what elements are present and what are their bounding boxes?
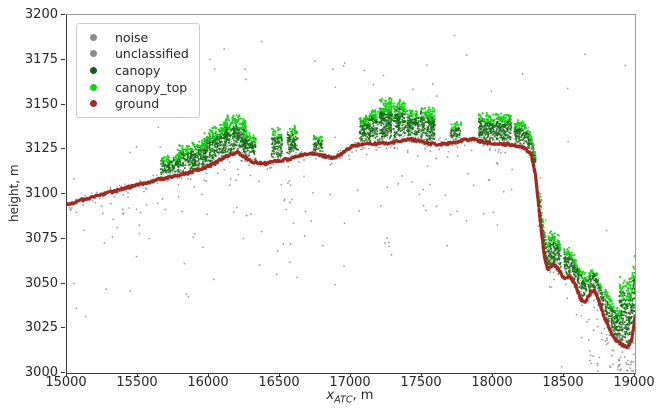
legend-item-canopy_top: canopy_top — [77, 79, 189, 96]
y-tick-label: 3125 — [24, 141, 58, 157]
legend-label: ground — [115, 96, 160, 112]
y-tick-label: 3050 — [24, 275, 58, 291]
y-tick-mark — [61, 327, 65, 329]
legend: noise unclassified canopy canopy_top ground — [76, 23, 200, 118]
x-axis-label-unit: , m — [352, 388, 374, 403]
x-tick-mark — [208, 373, 209, 377]
y-tick-label: 3025 — [24, 320, 58, 336]
y-tick-label: 3150 — [24, 96, 58, 112]
legend-marker-canopy_top-icon — [90, 83, 97, 91]
legend-label: noise — [115, 29, 149, 45]
legend-label: canopy_top — [115, 79, 188, 95]
x-axis-label-sub: ATC — [334, 394, 353, 406]
x-tick-label: 18000 — [471, 375, 513, 390]
legend-item-noise: noise — [77, 29, 189, 46]
plot-area: noise unclassified canopy canopy_top ground — [66, 14, 636, 374]
x-tick-label: 18500 — [542, 375, 584, 390]
legend-item-unclassified: unclassified — [77, 46, 189, 63]
y-tick-mark — [61, 237, 65, 239]
x-tick-mark — [350, 373, 351, 377]
x-tick-mark — [492, 373, 493, 377]
x-axis-label-var: x — [326, 388, 335, 403]
y-tick-mark — [61, 58, 65, 60]
x-axis-label: xATC, m — [66, 388, 634, 406]
y-tick-label: 3000 — [24, 365, 58, 380]
x-tick-mark — [66, 373, 67, 377]
x-tick-label: 17000 — [329, 375, 371, 390]
y-tick-label: 3100 — [24, 186, 58, 201]
y-tick-mark — [61, 148, 65, 150]
x-tick-mark — [137, 373, 138, 377]
legend-marker-canopy-icon — [90, 66, 97, 74]
x-tick-mark — [563, 373, 564, 377]
legend-label: unclassified — [115, 46, 189, 62]
x-tick-label: 16500 — [258, 375, 300, 390]
x-tick-mark — [634, 373, 635, 377]
x-tick-label: 15500 — [116, 375, 158, 390]
legend-label: canopy — [115, 62, 161, 78]
y-tick-label: 3175 — [24, 51, 58, 67]
x-tick-mark — [421, 373, 422, 377]
y-tick-mark — [61, 282, 65, 284]
y-tick-mark — [61, 103, 65, 105]
x-tick-mark — [279, 373, 280, 377]
y-tick-mark — [61, 193, 65, 194]
y-tick-label: 3075 — [24, 230, 58, 246]
legend-marker-noise-icon — [90, 33, 97, 41]
x-tick-label: 17500 — [400, 375, 442, 390]
x-tick-label: 15000 — [45, 375, 87, 390]
legend-item-ground: ground — [77, 95, 189, 112]
y-tick-label: 3200 — [24, 7, 58, 22]
x-tick-label: 19000 — [613, 375, 655, 390]
legend-marker-unclassified-icon — [90, 50, 97, 58]
y-tick-mark — [61, 372, 65, 373]
legend-item-canopy: canopy — [77, 62, 189, 79]
x-tick-label: 16000 — [187, 375, 229, 390]
legend-marker-ground-icon — [90, 100, 97, 108]
y-tick-mark — [61, 14, 65, 15]
